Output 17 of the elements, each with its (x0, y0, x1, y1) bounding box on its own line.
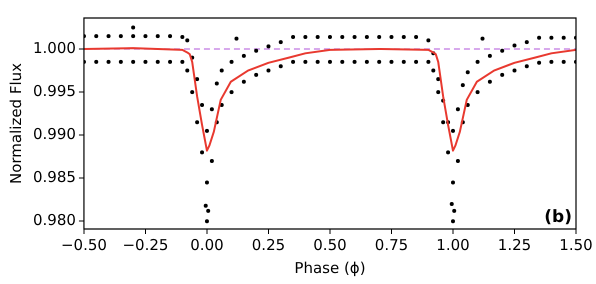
x-tick-label: 1.00 (436, 236, 470, 254)
x-tick-label: 0.75 (374, 236, 408, 254)
x-tick-label: −0.25 (122, 236, 168, 254)
y-tick-label: 0.990 (32, 125, 76, 144)
y-tick-label: 0.985 (32, 168, 76, 186)
x-tick-label: 1.50 (559, 236, 593, 254)
x-axis-title: Phase (ϕ) (294, 258, 366, 277)
y-tick-label: 0.995 (32, 82, 76, 100)
x-tick-label: 1.25 (498, 236, 532, 254)
x-tick-label: 0.50 (313, 236, 347, 254)
annotation: (b) (544, 206, 572, 227)
x-tick-label: −0.50 (60, 236, 107, 254)
x-tick-label: 0.00 (190, 236, 224, 254)
y-tick-label: 0.980 (32, 211, 76, 230)
y-axis-title: Normalized Flux (6, 62, 25, 184)
y-tick-label: 1.000 (32, 38, 76, 57)
x-tick-label: 0.25 (252, 236, 286, 254)
